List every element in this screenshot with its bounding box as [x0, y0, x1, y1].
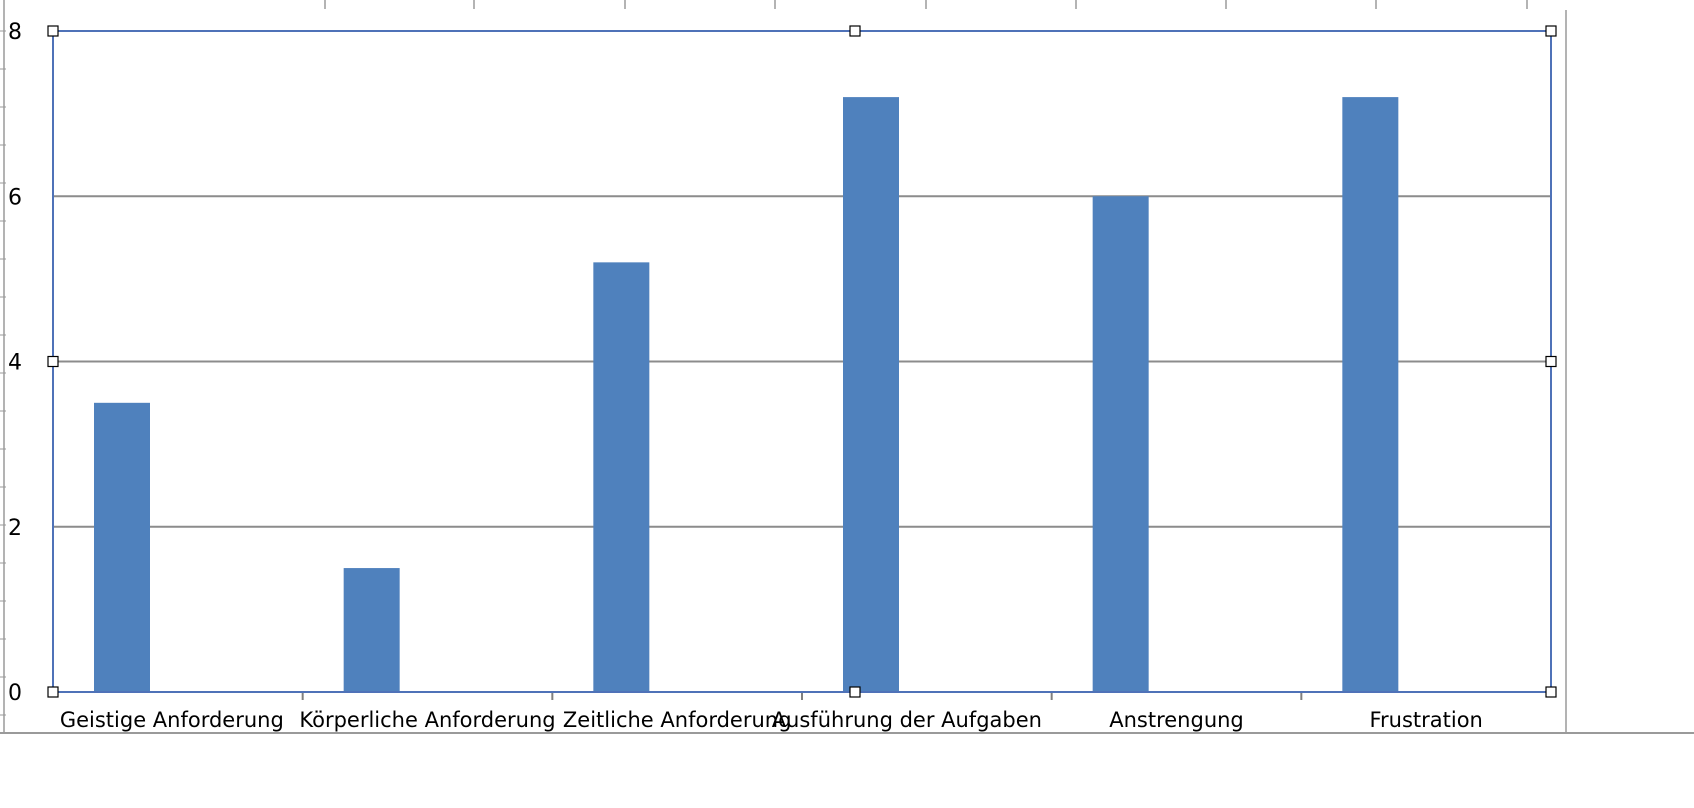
- x-category-label: Zeitliche Anforderung: [563, 708, 792, 732]
- x-category-label: Frustration: [1369, 708, 1482, 732]
- resize-handle[interactable]: [1545, 355, 1557, 368]
- resize-handle[interactable]: [47, 355, 59, 368]
- bar-5[interactable]: [1092, 196, 1149, 692]
- resize-handle[interactable]: [1545, 686, 1557, 698]
- bar-3[interactable]: [593, 262, 650, 692]
- x-category-label: Anstrengung: [1109, 708, 1244, 732]
- row-ruler: [0, 30, 6, 716]
- bar-4[interactable]: [843, 97, 899, 693]
- chart-axes: [52, 31, 1551, 700]
- x-category-label: Geistige Anforderung: [60, 708, 284, 732]
- bar-1[interactable]: [94, 402, 150, 692]
- y-axis-tick-labels: 0 2 4 6 8: [8, 20, 22, 706]
- y-tick-label: 4: [8, 351, 22, 376]
- bar-series: [94, 97, 1399, 693]
- resize-handle[interactable]: [47, 25, 59, 37]
- resize-handle[interactable]: [1545, 25, 1557, 37]
- resize-handle[interactable]: [849, 25, 861, 37]
- bar-2[interactable]: [343, 568, 400, 692]
- x-category-label: Ausführung der Aufgaben: [772, 708, 1042, 732]
- y-tick-label: 6: [8, 185, 22, 210]
- resize-handle[interactable]: [849, 686, 861, 698]
- resize-handles: [47, 25, 1557, 698]
- y-tick-label: 0: [8, 681, 22, 706]
- bar-6[interactable]: [1342, 97, 1399, 693]
- spreadsheet-gridlines: [0, 0, 1694, 734]
- y-tick-label: 8: [8, 20, 22, 45]
- chart-gridlines: [53, 195, 1551, 528]
- y-tick-label: 2: [8, 516, 22, 541]
- x-axis-category-labels: Geistige Anforderung Körperliche Anforder…: [60, 708, 1483, 732]
- resize-handle[interactable]: [47, 686, 59, 698]
- x-category-label: Körperliche Anforderung: [299, 708, 555, 732]
